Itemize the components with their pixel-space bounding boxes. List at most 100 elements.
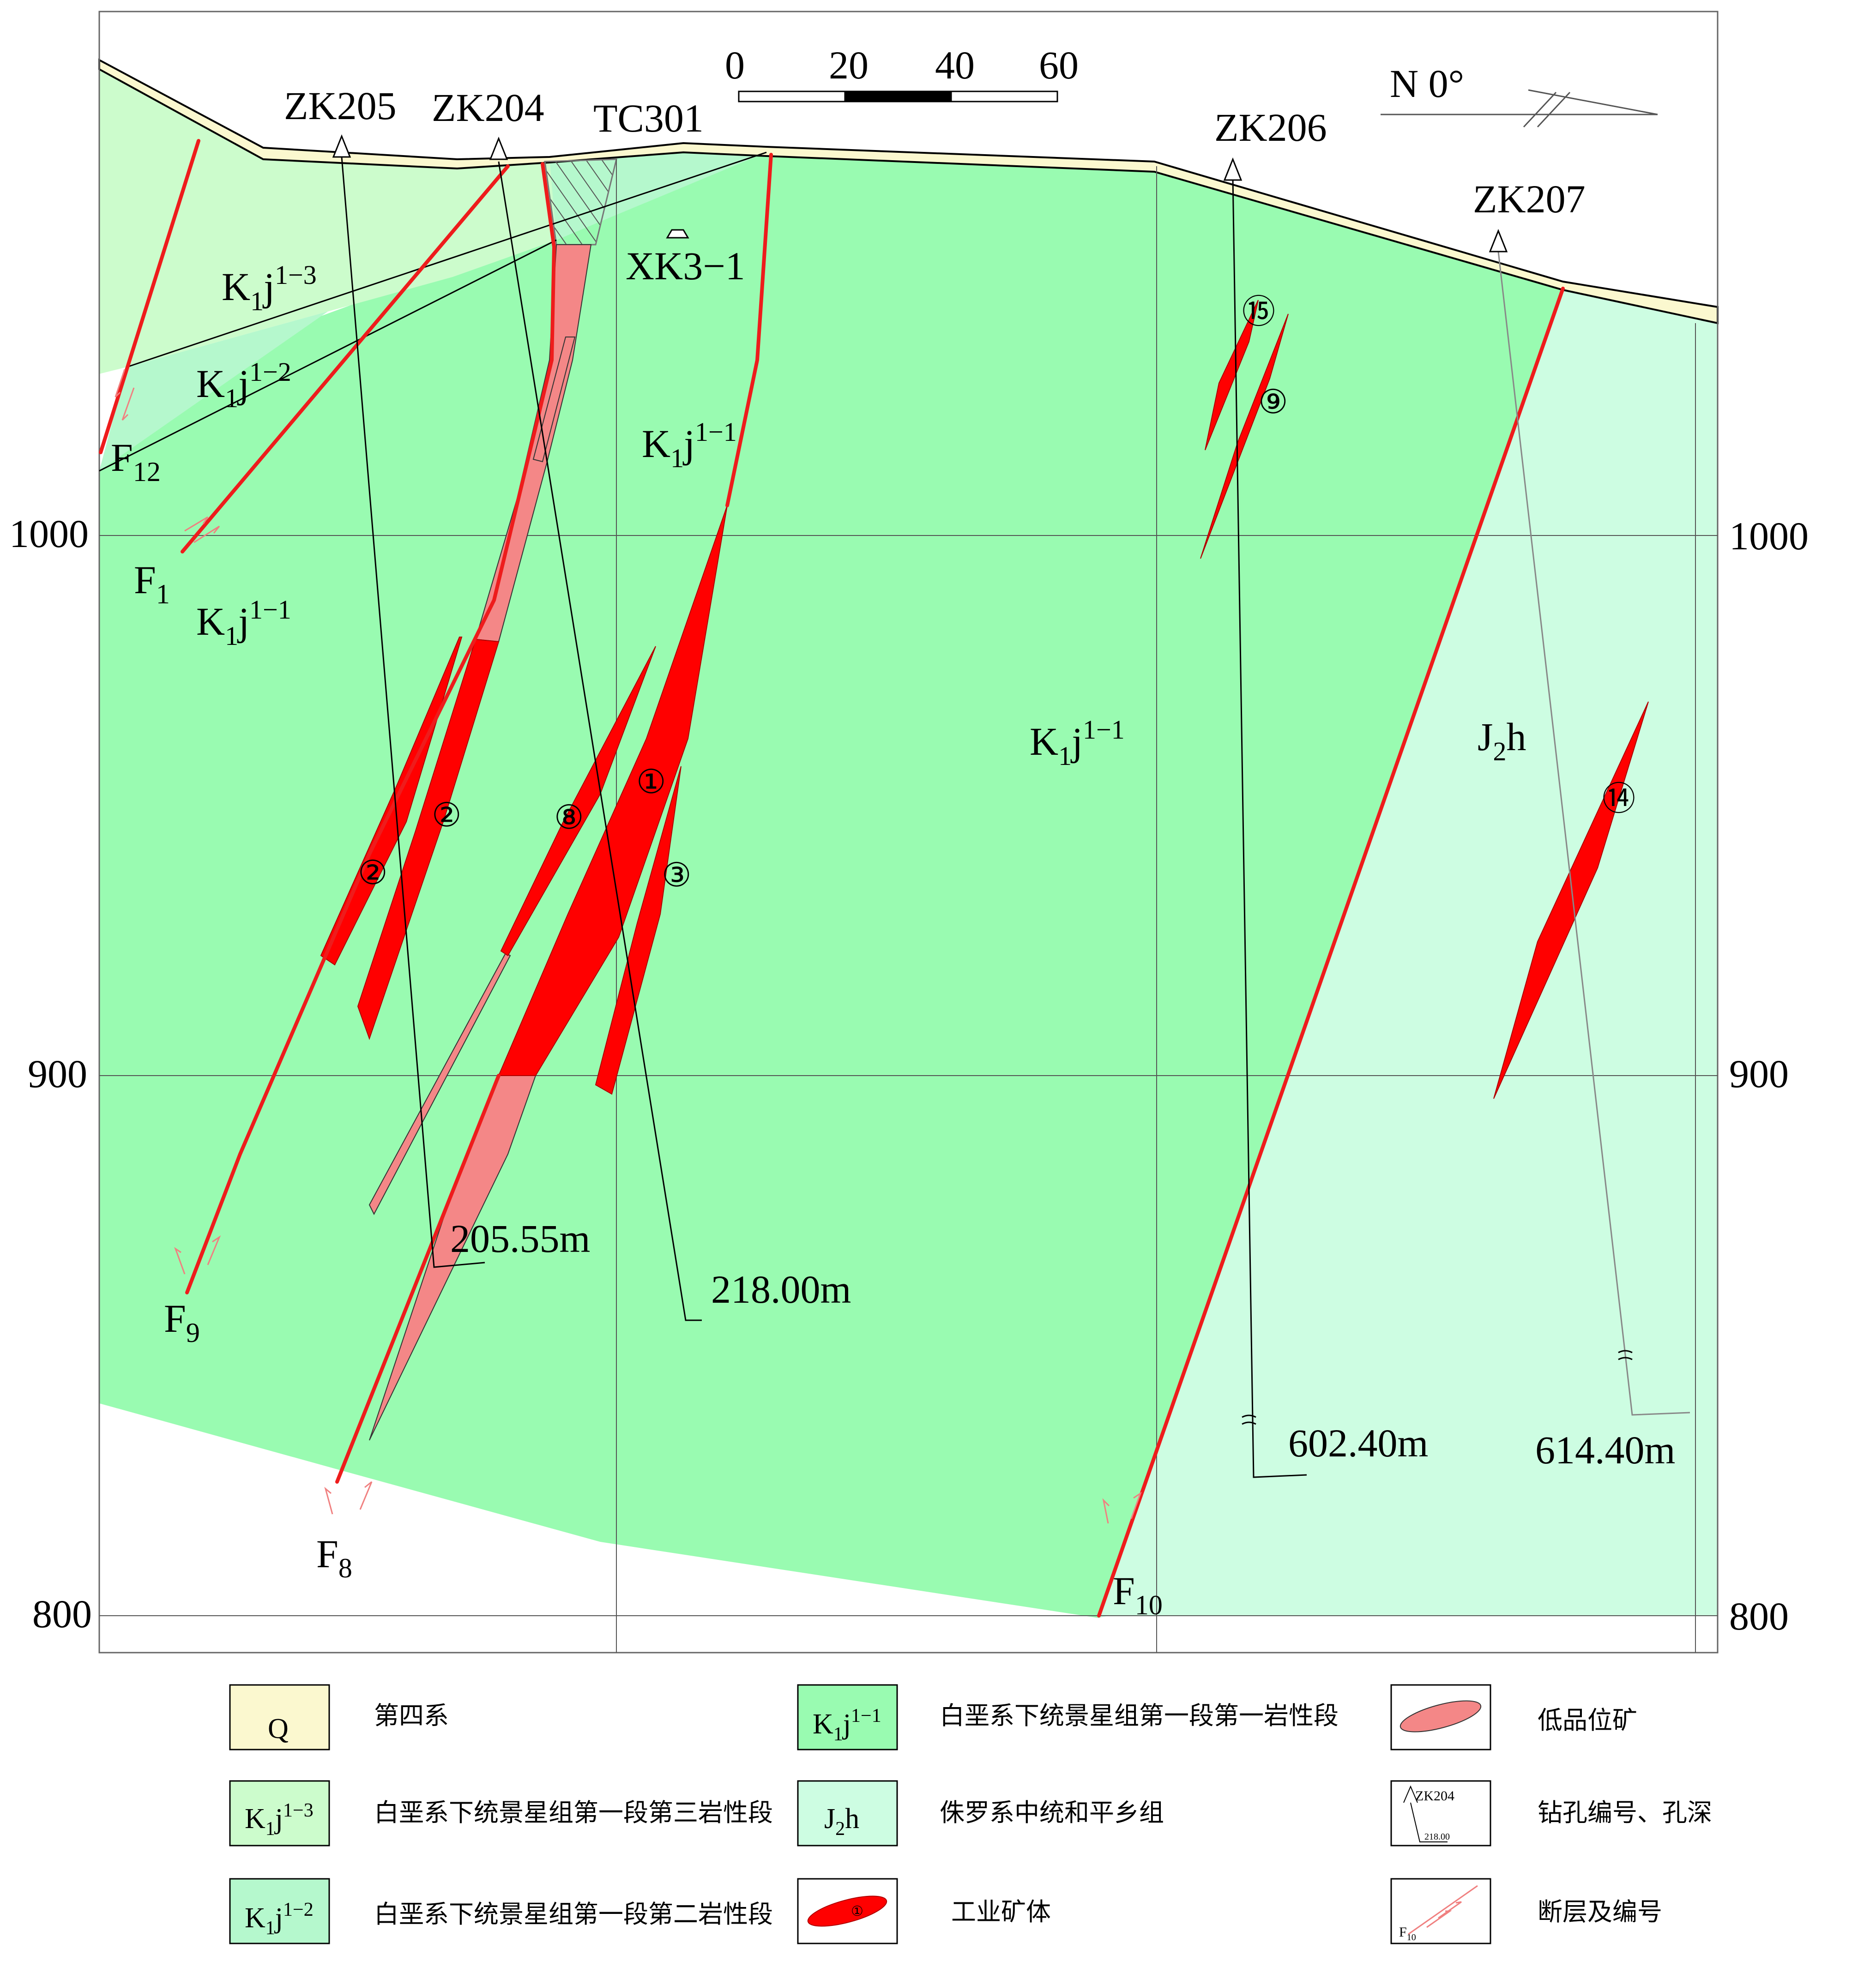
industrial-ore-bodies — [320, 300, 1649, 1099]
borehole-zk204-depth: 218.00m — [711, 1267, 851, 1311]
trench-tc301-hatch — [544, 158, 617, 246]
section-orientation: N 0° — [1381, 61, 1658, 128]
elev-label-right-800: 800 — [1729, 1594, 1789, 1638]
legend-swatch-k11 — [797, 1684, 898, 1750]
fault-motion-arrows — [115, 369, 1142, 1524]
borehole-zk206-depth: 602.40m — [1288, 1421, 1428, 1465]
ore-label-8: ⑧ — [554, 799, 584, 836]
legend-lowgrade-label: 低品位矿 — [1538, 1706, 1637, 1735]
ore-label-9: ⑨ — [1258, 384, 1288, 421]
legend-drill-sample-id: ZK204 — [1415, 1788, 1454, 1804]
north-label: N 0° — [1390, 61, 1464, 106]
fault-f10-line — [1097, 287, 1565, 1618]
fault-f8-line — [541, 162, 556, 249]
borehole-zk205-label: ZK205 — [284, 84, 397, 128]
fault-f12-label: F12 — [111, 435, 161, 487]
borehole-break-marks — [1242, 1350, 1633, 1425]
fault-f8-label: F8 — [316, 1532, 352, 1583]
legend-fault-sample: F10 — [1399, 1925, 1416, 1943]
stratum-j2h-label: J2h — [1478, 715, 1526, 766]
ore-label-14: ⑭ — [1602, 781, 1635, 818]
borehole-collars — [332, 134, 1508, 253]
stratum-j2h-area — [1099, 286, 1718, 1618]
elev-label-left-1000: 1000 — [9, 511, 89, 556]
borehole-traces — [341, 156, 1690, 1478]
scale-tick-40: 40 — [935, 43, 975, 87]
trench-tc301-label: TC301 — [593, 96, 704, 140]
legend-q-code: Q — [268, 1713, 289, 1744]
adit-xk3-1-label: XK3−1 — [626, 244, 745, 288]
borehole-zk205-trace — [341, 156, 485, 1268]
scale-tick-20: 20 — [829, 43, 869, 87]
ore-body-15 — [1205, 300, 1259, 451]
borehole-zk204-collar — [489, 136, 508, 160]
legend-j2h-label: 侏罗系中统和平乡组 — [940, 1798, 1164, 1827]
legend-drill-label: 钻孔编号、孔深 — [1538, 1798, 1712, 1827]
borehole-zk207-label: ZK207 — [1473, 177, 1586, 221]
fault-f9-label: F9 — [164, 1296, 200, 1348]
legend-drill-sample-depth: 218.00 — [1424, 1832, 1450, 1842]
elev-label-left-800: 800 — [32, 1592, 92, 1636]
ore-label-2b: ② — [358, 854, 388, 891]
legend-fault-label: 断层及编号 — [1538, 1897, 1662, 1926]
ore-body-3 — [595, 766, 682, 1095]
legend: Q 第四系 K1j1−3 白垩系下统景星组第一段第三岩性段 K1j1−2 白垩系… — [229, 1684, 1712, 1944]
ore-label-2a: ② — [432, 797, 462, 834]
legend-fault-symbol — [1408, 1885, 1478, 1935]
borehole-zk205-collar — [332, 134, 351, 158]
legend-industrial-number: ① — [851, 1904, 863, 1919]
borehole-zk205-depth: 205.55m — [450, 1216, 590, 1261]
legend-j2h-code: J2h — [824, 1803, 859, 1840]
fault-f9-line — [185, 245, 556, 1294]
low-grade-ore-upper-thin — [532, 337, 576, 463]
ore-label-3: ③ — [662, 857, 692, 894]
legend-k13-code: K1j1−3 — [245, 1800, 314, 1840]
borehole-zk204-trace — [498, 161, 702, 1321]
fault-f10-label: F10 — [1113, 1569, 1163, 1620]
stratum-k12-label: K1j1−2 — [196, 357, 291, 413]
fault-f8-main — [335, 1074, 501, 1484]
ore-label-1: ① — [636, 764, 666, 800]
stratum-k11-area — [99, 152, 1563, 1618]
borehole-zk206-trace — [1232, 177, 1307, 1478]
fault-f1-line — [181, 164, 510, 553]
legend-industrial-symbol — [807, 1895, 887, 1927]
fault-f-central-line — [725, 153, 773, 507]
low-grade-ore-bodies — [368, 244, 592, 1441]
ore-number-labels: ① ② ② ⑧ ③ ⑮ ⑨ ⑭ — [358, 294, 1635, 894]
ore-body-8 — [500, 646, 656, 956]
stratum-boundaries — [99, 151, 767, 472]
legend-k11-code: K1j1−1 — [813, 1705, 881, 1745]
legend-swatch-j2h — [797, 1780, 898, 1847]
legend-swatch-k13 — [229, 1780, 330, 1847]
legend-swatch-drill — [1390, 1780, 1491, 1847]
stratum-k13-area — [99, 65, 556, 374]
scale-tick-0: 0 — [725, 43, 745, 87]
legend-lowgrade-symbol — [1399, 1700, 1482, 1732]
legend-swatch-q — [229, 1684, 330, 1750]
ore-body-14 — [1493, 701, 1649, 1099]
elev-label-right-1000: 1000 — [1729, 514, 1809, 558]
ore-body-9 — [1200, 313, 1289, 559]
legend-k12-code: K1j1−2 — [245, 1899, 314, 1939]
ore-label-15: ⑮ — [1242, 294, 1275, 331]
borehole-zk207-trace — [1497, 251, 1690, 1416]
borehole-zk207-collar — [1489, 229, 1508, 253]
legend-k11-label: 白垩系下统景星组第一段第一岩性段 — [940, 1701, 1339, 1730]
stratum-k11-label-left: K1j1−1 — [196, 595, 291, 651]
fault-lines — [99, 139, 1565, 1618]
legend-swatch-k12 — [229, 1878, 330, 1944]
ore-body-1 — [498, 505, 728, 1076]
fault-f1-label: F1 — [134, 558, 170, 609]
stratum-k11-label-center: K1j1−1 — [1030, 715, 1125, 771]
legend-drill-symbol — [1403, 1785, 1418, 1803]
fault-f12-line — [99, 139, 200, 454]
stratum-k13-label: K1j1−3 — [222, 260, 317, 316]
ore-body-2-right — [357, 638, 500, 1041]
scale-tick-60: 60 — [1039, 43, 1079, 87]
legend-k12-label: 白垩系下统景星组第一段第二岩性段 — [374, 1900, 773, 1929]
borehole-zk207-depth: 614.40m — [1535, 1428, 1675, 1472]
legend-drill-trace — [1410, 1802, 1448, 1842]
borehole-zk204-label: ZK204 — [432, 85, 544, 130]
